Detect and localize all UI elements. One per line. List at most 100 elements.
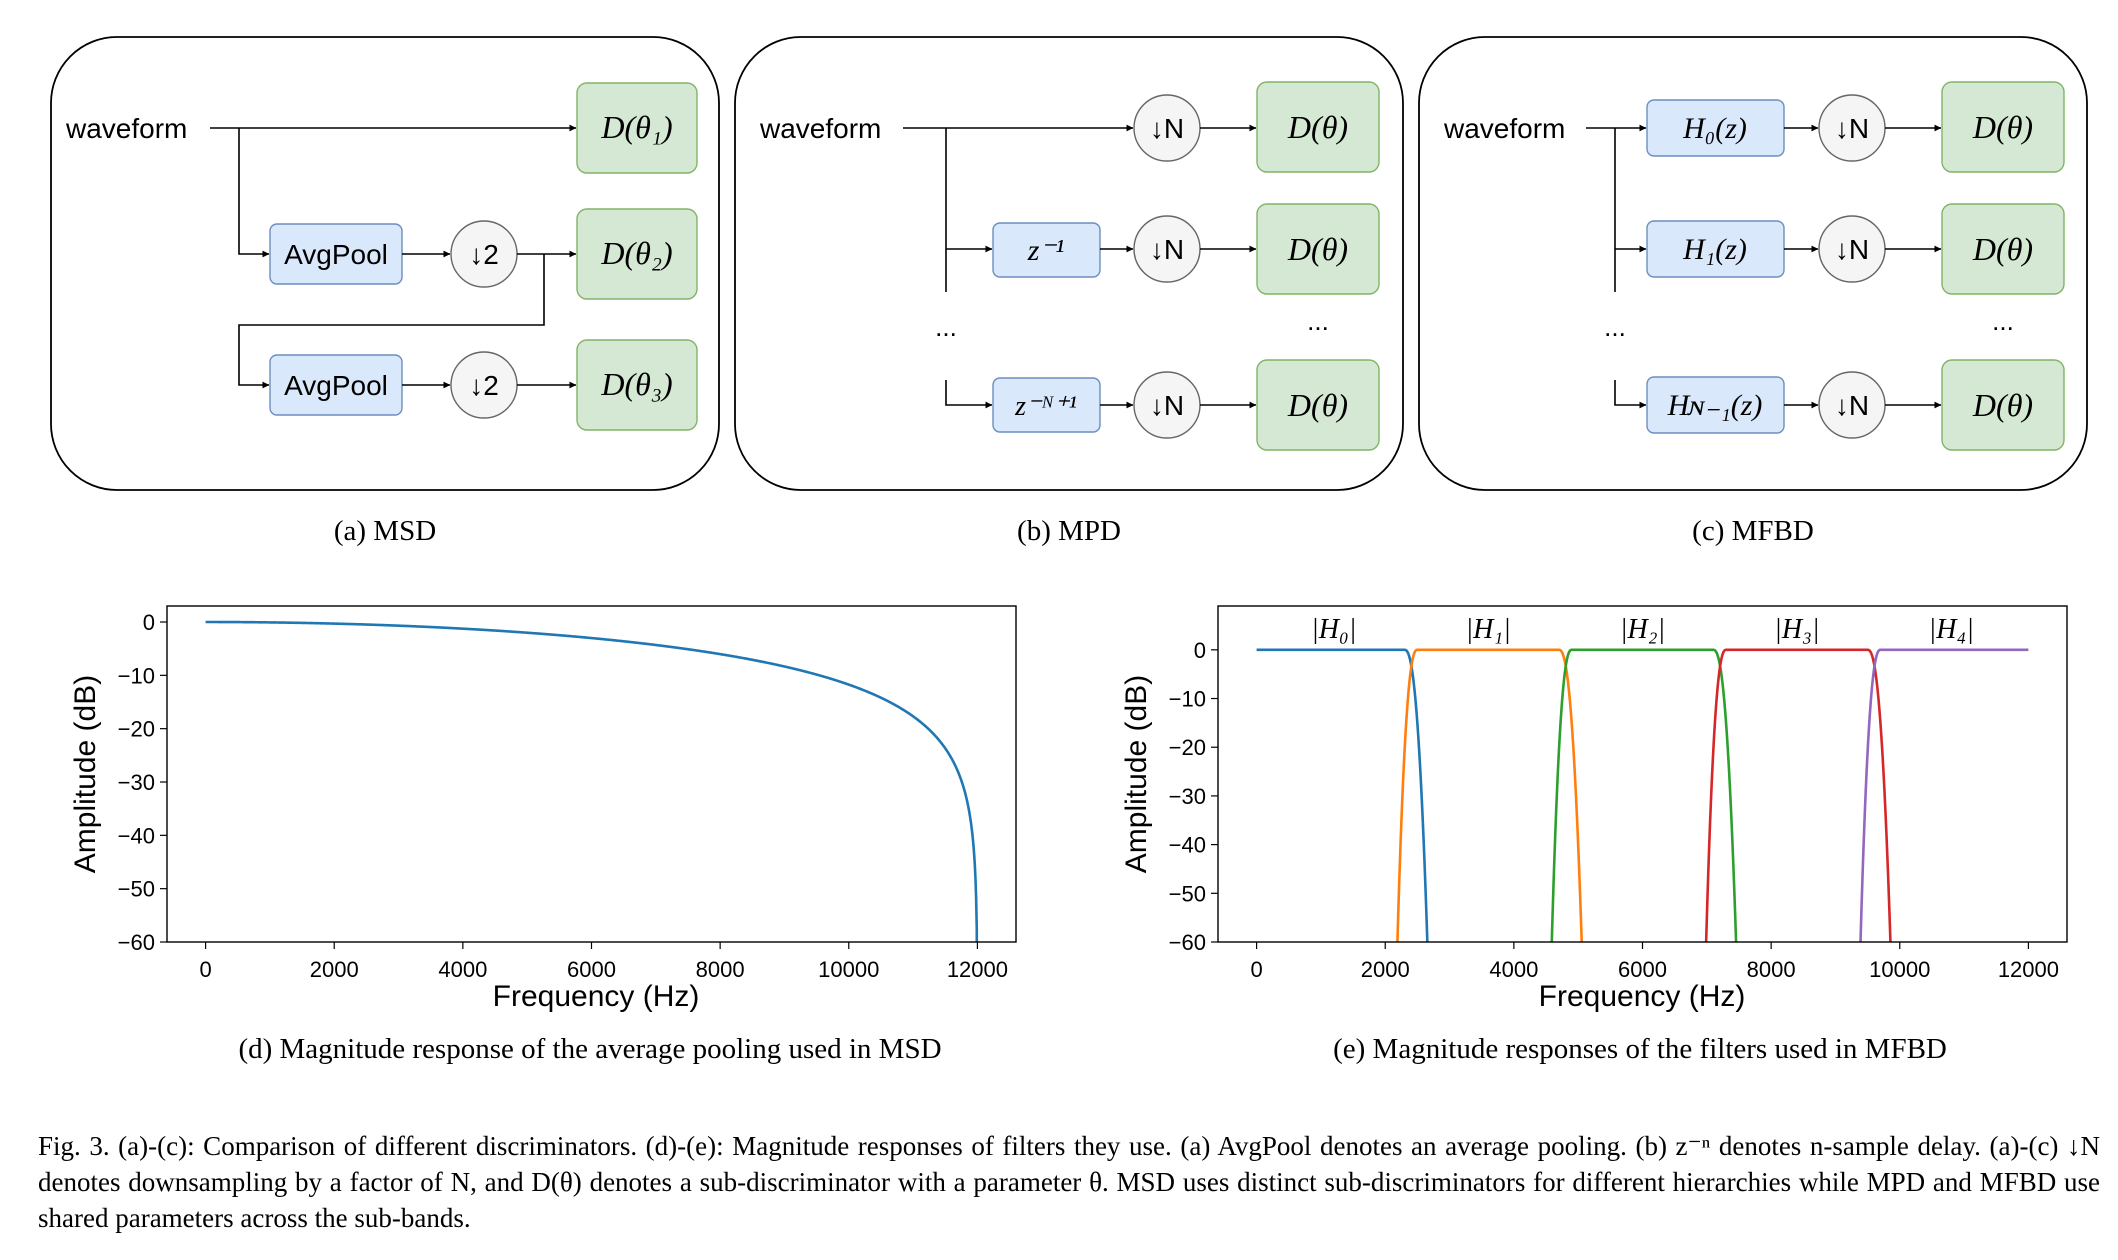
mfbd-disc-2-label: D(θ)	[1972, 231, 2033, 267]
mfbd-caption: (c) MFBD	[1692, 515, 1814, 547]
chart-d-frame	[166, 605, 1017, 943]
chart-e-frame	[1217, 605, 2068, 943]
mfbd-disc-3	[1941, 359, 2065, 451]
mfbd-disc-2	[1941, 203, 2065, 295]
chart-e-band-label-4: |H₄|	[1929, 614, 1974, 645]
chart-e-series-line-1	[1396, 648, 1584, 942]
panel-mpd: waveform ... z⁻¹ z⁻ᴺ⁺¹ ↓N ↓N ↓N D(θ) D(θ…	[734, 36, 1404, 547]
mpd-caption: (b) MPD	[1017, 515, 1121, 547]
chart-e-ylabel: Amplitude (dB)	[1120, 675, 1153, 873]
mfbd-disc-1	[1941, 81, 2065, 173]
mfbd-ellipsis-left: ...	[1604, 312, 1626, 342]
msd-disc-1-label: D(θ₁)	[600, 109, 672, 145]
mpd-delay-2-label: z⁻ᴺ⁺¹	[1014, 391, 1077, 422]
chart-e-band-label-0: |H₀|	[1311, 614, 1356, 645]
mpd-down-2-label: ↓N	[1150, 234, 1184, 265]
msd-disc-1	[576, 82, 698, 174]
mfbd-filter-2-label: Hɴ₋₁(z)	[1667, 389, 1763, 422]
figure-caption: Fig. 3. (a)-(c): Comparison of different…	[38, 1131, 2100, 1233]
chart-d-xtick-label: 0	[199, 957, 211, 982]
chart-d-ylabel: Amplitude (dB)	[69, 675, 102, 873]
chart-d-lines	[205, 620, 979, 942]
chart-d: 0 2000 4000 6000 8000 10000 12000 0 −10 −20 −30 −40…	[69, 605, 1017, 1065]
panel-msd: waveform AvgPool ↓2 AvgPool ↓2 D(θ₁) D(θ…	[50, 36, 720, 547]
mpd-ellipsis-right: ...	[1307, 306, 1329, 336]
mfbd-down-2-label: ↓N	[1835, 234, 1869, 265]
mpd-disc-1-label: D(θ)	[1287, 109, 1348, 145]
chart-e-series-line-4	[1859, 648, 2029, 942]
chart-e-ytick-label: −30	[1169, 784, 1206, 809]
mpd-input-label: waveform	[759, 113, 881, 144]
msd-disc-3-label: D(θ₃)	[600, 366, 672, 402]
mfbd-down-1-label: ↓N	[1835, 113, 1869, 144]
msd-avgpool-1-label: AvgPool	[284, 239, 388, 270]
chart-e-band-label-1: |H₁|	[1465, 614, 1510, 645]
chart-e-series-line-0	[1256, 648, 1429, 942]
mfbd-ellipsis-right: ...	[1992, 306, 2014, 336]
chart-d-series-line	[205, 620, 979, 942]
chart-d-xtick-label: 8000	[696, 957, 745, 982]
mpd-disc-2	[1256, 203, 1380, 295]
chart-e-xtick-label: 2000	[1361, 957, 1410, 982]
chart-e-ytick-label: −60	[1169, 930, 1206, 955]
mfbd-filter-0-label: H₀(z)	[1682, 112, 1747, 145]
chart-e-ytick-label: −20	[1169, 735, 1206, 760]
chart-d-ytick-label: −50	[118, 877, 155, 902]
mpd-disc-1	[1256, 81, 1380, 173]
chart-d-ytick-label: −10	[118, 663, 155, 688]
mfbd-down-3-label: ↓N	[1835, 390, 1869, 421]
panel-mfbd: waveform ... H₀(z) H₁(z) Hɴ₋₁(z) ↓N ↓N ↓…	[1418, 36, 2088, 547]
chart-d-xtick-label: 12000	[947, 957, 1008, 982]
chart-e-xtick-label: 8000	[1747, 957, 1796, 982]
chart-e-caption: (e) Magnitude responses of the filters u…	[1333, 1033, 1947, 1065]
chart-e-xtick-label: 10000	[1869, 957, 1930, 982]
chart-e-series-line-2	[1550, 648, 1738, 942]
chart-e-band-label-2: |H₂|	[1620, 614, 1665, 645]
chart-d-ytick-label: −20	[118, 717, 155, 742]
chart-e-series-line-3	[1704, 648, 1892, 942]
chart-d-xtick-label: 4000	[438, 957, 487, 982]
chart-e-xtick-label: 6000	[1618, 957, 1667, 982]
chart-d-xlabel: Frequency (Hz)	[493, 980, 700, 1013]
mpd-down-3-label: ↓N	[1150, 390, 1184, 421]
chart-e: 0 2000 4000 6000 8000 10000 12000 0 −10 −20 −30 −40…	[1120, 605, 2068, 1065]
chart-e-lines	[1256, 648, 2029, 942]
chart-e-ytick-label: −40	[1169, 833, 1206, 858]
chart-d-xtick-label: 10000	[818, 957, 879, 982]
mpd-disc-2-label: D(θ)	[1287, 231, 1348, 267]
mfbd-input-label: waveform	[1443, 113, 1565, 144]
msd-input-label: waveform	[65, 113, 187, 144]
mpd-delay-1-label: z⁻¹	[1027, 234, 1065, 267]
chart-e-ytick-label: −10	[1169, 687, 1206, 712]
chart-e-xtick-label: 4000	[1489, 957, 1538, 982]
chart-e-band-labels: |H₀| |H₁| |H₂| |H₃| |H₄|	[1311, 614, 1974, 645]
mfbd-disc-3-label: D(θ)	[1972, 387, 2033, 423]
msd-down-2-label: ↓2	[469, 370, 499, 401]
msd-caption: (a) MSD	[334, 515, 436, 547]
mfbd-disc-1-label: D(θ)	[1972, 109, 2033, 145]
chart-d-xtick-label: 2000	[310, 957, 359, 982]
chart-e-xtick-label: 12000	[1998, 957, 2059, 982]
chart-d-ticks: 0 2000 4000 6000 8000 10000 12000 0 −10 −20 −30 −40…	[118, 610, 1008, 982]
chart-d-caption: (d) Magnitude response of the average po…	[238, 1033, 941, 1065]
msd-disc-2	[576, 208, 698, 300]
mpd-disc-3	[1256, 359, 1380, 451]
msd-down-1-label: ↓2	[469, 239, 499, 270]
chart-e-ytick-label: 0	[1194, 638, 1206, 663]
msd-disc-3	[576, 339, 698, 431]
chart-e-ytick-label: −50	[1169, 881, 1206, 906]
mpd-disc-3-label: D(θ)	[1287, 387, 1348, 423]
msd-disc-2-label: D(θ₂)	[600, 235, 672, 271]
mfbd-filter-1-label: H₁(z)	[1682, 233, 1747, 266]
mpd-ellipsis-left: ...	[935, 312, 957, 342]
chart-e-xlabel: Frequency (Hz)	[1539, 980, 1746, 1013]
chart-d-ytick-label: −30	[118, 770, 155, 795]
chart-d-xtick-label: 6000	[567, 957, 616, 982]
chart-e-band-label-3: |H₃|	[1774, 614, 1819, 645]
mpd-down-1-label: ↓N	[1150, 113, 1184, 144]
msd-avgpool-2-label: AvgPool	[284, 370, 388, 401]
chart-e-xtick-label: 0	[1250, 957, 1262, 982]
chart-d-ytick-label: 0	[143, 610, 155, 635]
figure: waveform AvgPool ↓2 AvgPool ↓2 D(θ₁) D(θ…	[50, 36, 2088, 1065]
chart-d-ytick-label: −40	[118, 823, 155, 848]
